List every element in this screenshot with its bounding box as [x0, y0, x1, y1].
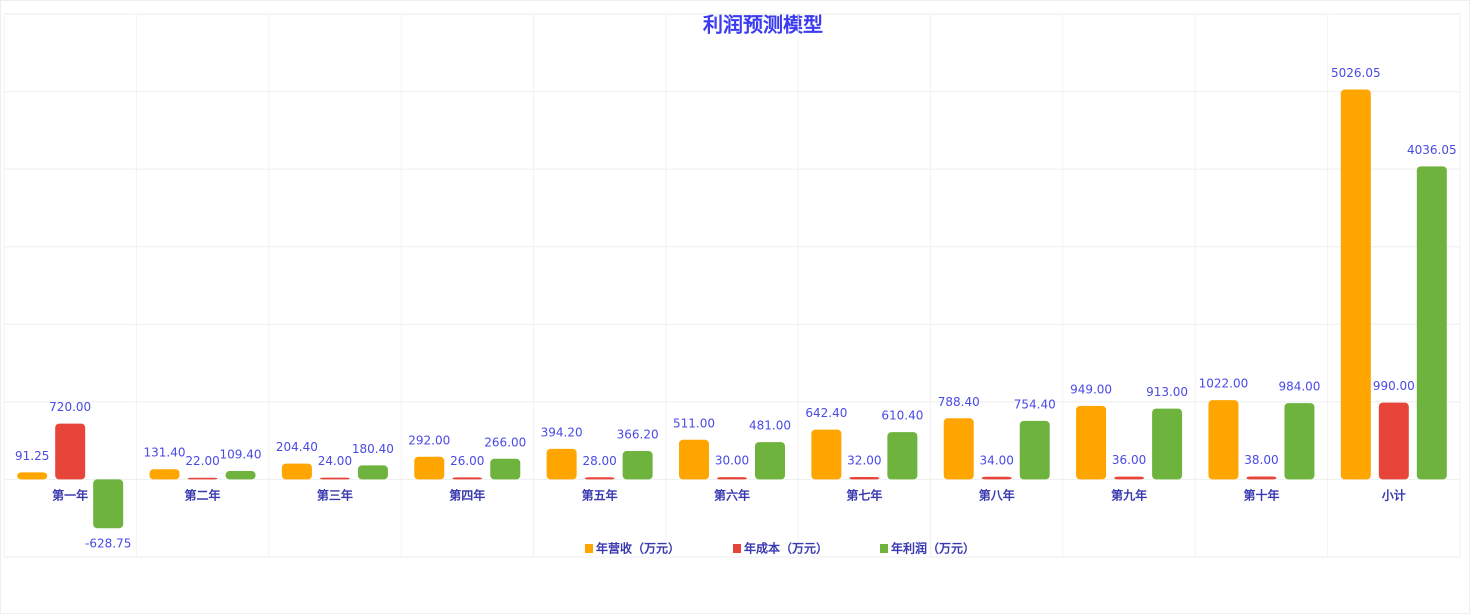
- bar: [281, 463, 312, 480]
- value-label: 28.00: [582, 454, 616, 468]
- value-label: 913.00: [1146, 385, 1188, 399]
- legend-label: 年成本（万元）: [744, 541, 828, 556]
- x-tick-label: 第七年: [846, 488, 882, 503]
- value-label: 720.00: [49, 400, 91, 414]
- bar: [1416, 166, 1447, 480]
- legend-swatch: [880, 544, 888, 553]
- value-label: 5026.05: [1331, 66, 1381, 80]
- value-label: 180.40: [352, 442, 394, 456]
- value-label: 984.00: [1278, 380, 1320, 394]
- bar: [584, 477, 615, 480]
- value-label: 204.40: [276, 440, 318, 454]
- value-label: 788.40: [938, 395, 980, 409]
- bar: [357, 465, 388, 480]
- bar: [679, 439, 709, 480]
- bar: [490, 458, 521, 480]
- x-tick-label: 小计: [1382, 488, 1406, 503]
- value-label: 30.00: [715, 454, 749, 468]
- bar: [1208, 400, 1239, 480]
- chart-title: 利润预测模型: [703, 13, 823, 37]
- bar: [1152, 408, 1183, 480]
- value-label: 109.40: [220, 447, 262, 461]
- bar: [1378, 402, 1409, 480]
- bar: [887, 432, 918, 480]
- value-label: 511.00: [673, 416, 715, 430]
- value-label: 26.00: [450, 454, 484, 468]
- value-label: 22.00: [185, 454, 219, 468]
- x-tick-label: 第一年: [52, 488, 88, 503]
- value-label: 292.00: [408, 433, 450, 447]
- value-label: 990.00: [1373, 379, 1415, 393]
- x-tick-label: 第二年: [185, 488, 221, 503]
- value-label: 32.00: [847, 453, 881, 467]
- value-label: 38.00: [1244, 453, 1278, 467]
- value-label: 610.40: [881, 409, 923, 423]
- bar: [849, 476, 880, 480]
- value-label: 131.40: [144, 446, 186, 460]
- bar: [622, 451, 653, 480]
- value-label: 949.00: [1070, 382, 1112, 396]
- legend-swatch: [733, 544, 741, 553]
- bar: [1246, 476, 1277, 480]
- value-label: 266.00: [484, 435, 526, 449]
- bar: [546, 448, 577, 480]
- bar: [1340, 89, 1371, 480]
- value-label: 91.25: [15, 449, 49, 463]
- bar: [1114, 476, 1145, 480]
- x-tick-label: 第四年: [449, 488, 485, 503]
- bar: [755, 442, 785, 480]
- bar: [17, 472, 48, 480]
- x-tick-label: 第三年: [317, 488, 353, 503]
- x-tick-label: 第八年: [979, 488, 1015, 503]
- x-tick-label: 第九年: [1111, 488, 1147, 503]
- value-label: 642.40: [805, 406, 847, 420]
- bar: [225, 470, 256, 480]
- value-label: 1022.00: [1199, 377, 1249, 391]
- value-label: 754.40: [1014, 397, 1056, 411]
- value-label: 34.00: [980, 453, 1014, 467]
- bar: [414, 456, 445, 480]
- value-label: -628.75: [85, 537, 131, 551]
- value-label: 4036.05: [1407, 143, 1457, 157]
- x-tick-label: 第六年: [714, 488, 750, 503]
- bar: [55, 423, 86, 480]
- value-label: 394.20: [541, 425, 583, 439]
- x-tick-label: 第五年: [582, 488, 618, 503]
- bar: [1284, 403, 1315, 480]
- bar: [452, 477, 483, 480]
- x-tick-label: 第十年: [1243, 488, 1279, 503]
- bar: [1076, 405, 1107, 480]
- bar: [811, 429, 842, 480]
- bar: [943, 418, 974, 480]
- bar: [319, 477, 350, 480]
- bar: [717, 477, 747, 480]
- bar: [187, 477, 218, 480]
- bar: [149, 469, 180, 480]
- bar: [93, 479, 124, 529]
- legend-label: 年利润（万元）: [891, 541, 975, 556]
- bar: [1019, 420, 1050, 480]
- legend-label: 年营收（万元）: [596, 541, 680, 556]
- legend-swatch: [585, 544, 593, 553]
- value-label: 366.20: [617, 428, 659, 442]
- value-label: 36.00: [1112, 453, 1146, 467]
- value-label: 481.00: [749, 419, 791, 433]
- value-label: 24.00: [318, 454, 352, 468]
- bar: [981, 476, 1012, 480]
